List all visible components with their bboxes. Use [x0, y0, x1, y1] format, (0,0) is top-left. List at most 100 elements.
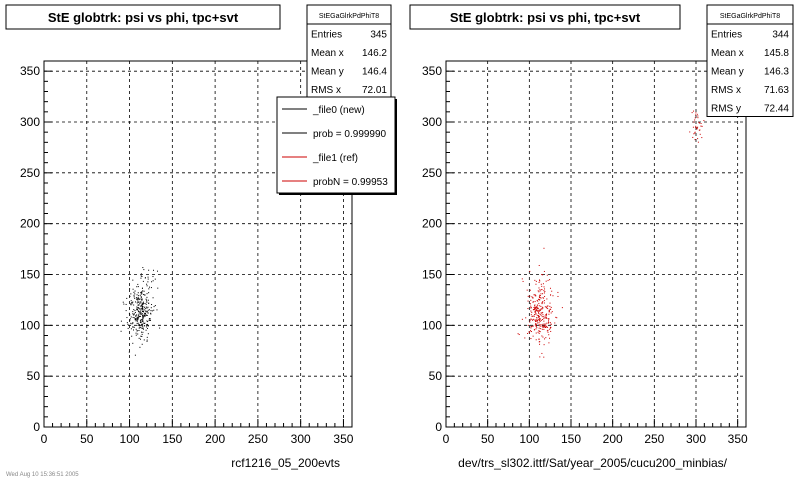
data-point — [142, 323, 144, 325]
data-point — [543, 302, 545, 304]
data-point — [541, 289, 543, 291]
data-point — [696, 127, 698, 129]
data-point — [540, 319, 542, 321]
data-point — [145, 306, 147, 308]
data-point — [150, 312, 152, 314]
data-point — [137, 324, 139, 326]
data-point — [530, 307, 532, 309]
data-point — [141, 331, 143, 333]
data-point — [135, 297, 137, 299]
data-point — [148, 269, 150, 271]
data-point — [694, 119, 696, 121]
stats-value: 344 — [772, 30, 789, 41]
data-point — [137, 296, 139, 298]
data-point — [145, 314, 147, 316]
data-point — [531, 296, 533, 298]
chart-title: StE globtrk: psi vs phi, tpc+svt — [48, 10, 239, 25]
data-point — [140, 313, 142, 315]
data-point — [548, 321, 550, 323]
data-point — [539, 294, 541, 296]
data-point — [123, 303, 125, 305]
data-point — [126, 322, 128, 324]
data-point — [139, 311, 141, 313]
stats-label: RMS x — [311, 85, 341, 96]
data-point — [534, 304, 536, 306]
data-point — [146, 296, 148, 298]
data-point — [529, 289, 531, 291]
data-point — [139, 315, 141, 317]
data-point — [533, 315, 535, 317]
data-point — [534, 329, 536, 331]
data-point — [141, 318, 143, 320]
data-point — [703, 120, 705, 122]
data-point — [535, 323, 537, 325]
data-point — [535, 295, 537, 297]
data-point — [134, 293, 136, 295]
data-point — [547, 326, 549, 328]
data-point — [146, 299, 148, 301]
data-point — [135, 317, 137, 319]
data-point — [145, 303, 147, 305]
data-point — [530, 330, 532, 332]
data-point — [131, 303, 133, 305]
data-point — [137, 300, 139, 302]
data-point — [144, 313, 146, 315]
data-point — [139, 316, 141, 318]
data-point — [548, 342, 550, 344]
data-point — [543, 325, 545, 327]
x-tick-label: 250 — [644, 432, 664, 446]
data-point — [154, 278, 156, 280]
data-point — [544, 326, 546, 328]
data-point — [557, 291, 559, 293]
data-point — [538, 291, 540, 293]
data-point — [544, 306, 546, 308]
data-point — [545, 314, 547, 316]
data-point — [152, 297, 154, 299]
data-point — [130, 303, 132, 305]
data-point — [535, 307, 537, 309]
data-point — [139, 322, 141, 324]
data-point — [131, 323, 133, 325]
data-point — [533, 307, 535, 309]
data-point — [538, 319, 540, 321]
data-point — [694, 117, 696, 119]
data-point — [539, 356, 541, 358]
data-point — [539, 325, 541, 327]
data-point — [538, 264, 540, 266]
data-point — [547, 308, 549, 310]
data-point — [534, 301, 536, 303]
data-point — [538, 302, 540, 304]
data-point — [549, 279, 551, 281]
data-point — [141, 308, 143, 310]
data-point — [132, 326, 134, 328]
data-point — [141, 309, 143, 311]
data-point — [135, 328, 137, 330]
data-point — [697, 126, 699, 128]
data-point — [546, 313, 548, 315]
data-point — [136, 319, 138, 321]
data-point — [543, 292, 545, 294]
data-point — [120, 320, 122, 322]
data-point — [139, 324, 141, 326]
data-point — [550, 294, 552, 296]
data-point — [147, 325, 149, 327]
data-point — [536, 317, 538, 319]
data-point — [138, 327, 140, 329]
data-point — [538, 310, 540, 312]
data-point — [536, 309, 538, 311]
data-point — [542, 283, 544, 285]
data-point — [542, 301, 544, 303]
data-point — [136, 298, 138, 300]
data-point — [126, 297, 128, 299]
data-point — [137, 297, 139, 299]
data-point — [146, 283, 148, 285]
data-point — [143, 269, 145, 271]
data-point — [143, 290, 145, 292]
data-point — [542, 314, 544, 316]
data-point — [136, 309, 138, 311]
x-tick-label: 300 — [291, 432, 311, 446]
data-point — [546, 307, 548, 309]
data-point — [538, 318, 540, 320]
data-point — [146, 339, 148, 341]
data-point — [535, 283, 537, 285]
